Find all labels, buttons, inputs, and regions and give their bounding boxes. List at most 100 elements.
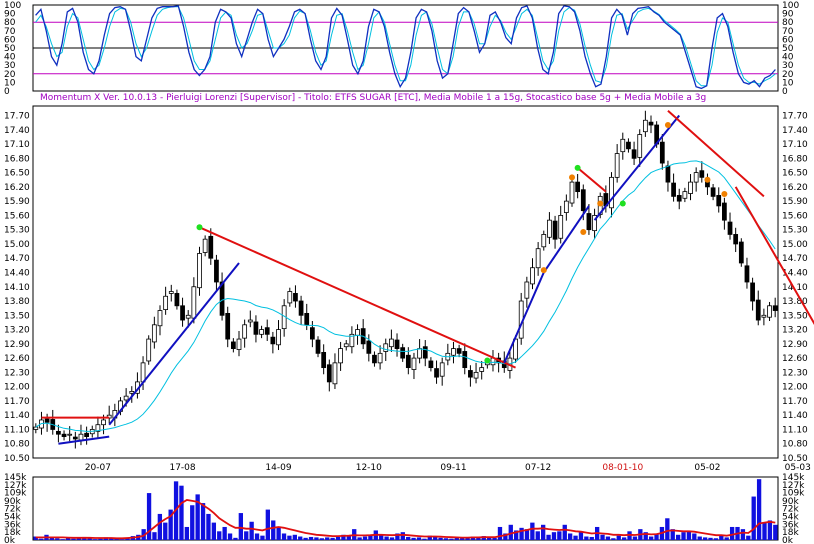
volume-bar (60, 539, 65, 540)
price-tick-label-right: 17.40 (782, 126, 808, 136)
candle-body (225, 312, 231, 340)
stochastic-tick-label-right: 90 (782, 10, 794, 20)
volume-bar (589, 536, 594, 540)
price-tick-label-left: 14.10 (4, 283, 30, 293)
volume-bar (632, 536, 638, 540)
volume-bar (449, 538, 454, 540)
price-tick-label-left: 16.20 (4, 183, 30, 193)
candle-body (151, 324, 157, 343)
pivot-marker (540, 267, 547, 274)
candle-body (530, 267, 535, 285)
volume-bar (357, 537, 362, 540)
volume-bar (762, 522, 767, 540)
candle-body (648, 121, 654, 126)
volume-bar (643, 532, 648, 540)
volume-bar (379, 534, 384, 540)
stochastic-tick-label-left: 50 (4, 44, 16, 54)
down-trendline (734, 186, 814, 326)
candle-body (309, 327, 315, 340)
volume-bar (303, 537, 308, 540)
volume-bar (751, 496, 756, 540)
candle-body (146, 338, 152, 362)
volume-bar (605, 536, 611, 540)
price-tick-label-left: 12.00 (4, 383, 30, 393)
price-tick-label-right: 16.20 (782, 183, 808, 193)
volume-bar (98, 538, 103, 540)
volume-bar (648, 536, 654, 540)
volume-bar (600, 534, 605, 540)
volume-bar (254, 533, 260, 540)
volume-bar (109, 538, 114, 540)
candle-body (676, 195, 682, 202)
volume-moving-average-line (35, 499, 776, 540)
price-tick-label-right: 11.40 (782, 411, 808, 421)
candle-body (744, 265, 750, 283)
up-trendline (58, 435, 110, 445)
chart-banner: Momentum X Ver. 10.0.13 - Pierluigi Lore… (40, 93, 706, 103)
pivot-marker (664, 122, 671, 129)
volume-bar (524, 529, 530, 540)
candle-body (332, 362, 338, 385)
stochastic-tick-label-left: 20 (4, 70, 16, 80)
candle-body (558, 215, 564, 239)
volume-tick-label-right: 54k (782, 513, 799, 523)
volume-bar (535, 531, 540, 540)
volume-bar (195, 494, 200, 540)
volume-bar (400, 532, 405, 540)
stochastic-tick-label-left: 10 (4, 78, 16, 88)
stochastic-k-line (35, 5, 776, 90)
volume-bar (443, 538, 449, 540)
volume-bar (395, 533, 400, 540)
volume-bar (298, 536, 303, 540)
volume-bar (578, 531, 584, 540)
price-tick-label-right: 15.00 (782, 240, 808, 250)
volume-bar (611, 538, 616, 540)
candle-body (95, 424, 101, 432)
candle-body (140, 362, 146, 383)
candle-body (761, 314, 767, 318)
candle-body (247, 319, 253, 323)
price-tick-label-right: 11.10 (782, 425, 808, 435)
up-trendline (593, 114, 681, 221)
candle-body (389, 338, 394, 348)
pivot-marker (597, 200, 604, 207)
candle-body (524, 281, 530, 299)
up-trendline (503, 272, 545, 364)
candle-body (355, 329, 360, 336)
candle-body (168, 291, 174, 294)
price-tick-label-right: 13.50 (782, 311, 808, 321)
price-tick-label-left: 11.70 (4, 397, 30, 407)
candle-body (214, 259, 219, 283)
candle-body (242, 324, 248, 339)
stochastic-tick-label-right: 70 (782, 27, 794, 37)
volume-bar (433, 536, 438, 540)
stochastic-tick-label-right: 20 (782, 70, 794, 80)
volume-tick-label-right: 109k (782, 489, 805, 499)
volume-bar (756, 479, 762, 540)
pivot-marker (568, 174, 575, 181)
volume-bar (746, 535, 751, 540)
volume-bar (319, 538, 324, 540)
volume-tick-label-right: 18k (782, 528, 799, 538)
candle-body (614, 153, 620, 178)
pivot-marker (704, 176, 711, 183)
date-label: 14-09 (265, 463, 291, 473)
candle-body (264, 327, 270, 335)
price-tick-label-right: 10.80 (782, 440, 808, 450)
volume-bar (406, 536, 411, 540)
price-tick-label-right: 11.70 (782, 397, 808, 407)
date-label: 05-03 (785, 463, 811, 473)
stochastic-tick-label-right: 60 (782, 35, 794, 45)
price-tick-label-left: 17.40 (4, 126, 30, 136)
volume-bar (271, 520, 276, 540)
stochastic-tick-label-left: 60 (4, 35, 16, 45)
volume-bar (708, 537, 713, 540)
candle-body (767, 305, 772, 318)
volume-bar (508, 524, 513, 540)
candle-body (609, 176, 614, 209)
volume-bar (724, 537, 729, 540)
date-label: 07-12 (525, 463, 551, 473)
candle-body (157, 310, 163, 327)
candle-body (755, 299, 761, 321)
candle-body (592, 215, 597, 232)
